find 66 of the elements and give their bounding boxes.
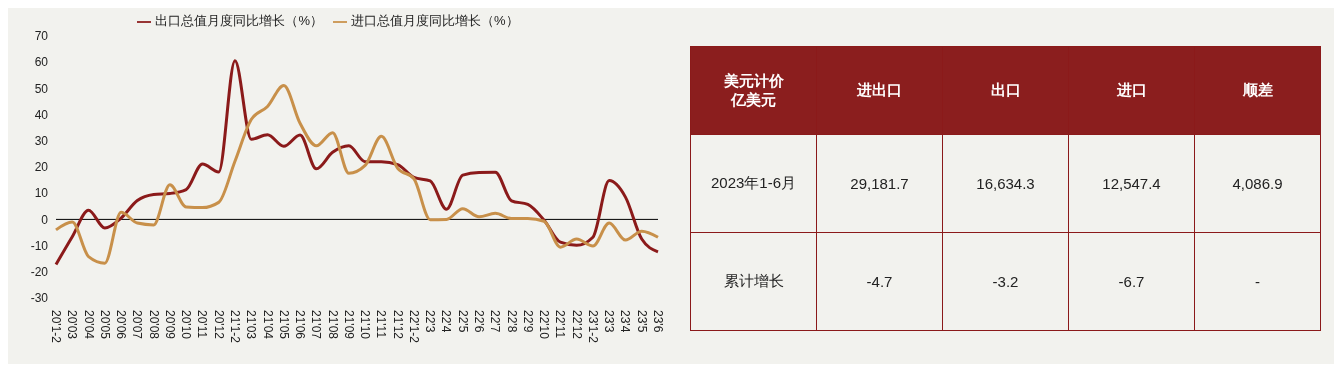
text: -4.7 (866, 273, 893, 290)
y-tick-label: 20 (34, 160, 49, 175)
text: -6.7 (1118, 273, 1145, 290)
x-tick-label: 20'1-2 (49, 310, 63, 344)
x-tick-label: 21'05 (276, 310, 291, 340)
y-tick-label: 50 (34, 81, 49, 96)
category-label: 顺差 (1241, 81, 1274, 100)
y-tick-label: 10 (34, 186, 49, 201)
x-tick-label: 21'11 (374, 310, 389, 339)
x-tick-label: 21'04 (260, 310, 275, 340)
category-label: 累计增长 (723, 272, 784, 289)
x-tick-label: 20'08 (146, 310, 161, 340)
x-tick-label: 21'10 (358, 310, 373, 340)
text: 4,086.9 (1232, 175, 1283, 192)
text: -3.2 (992, 273, 1019, 290)
text: 29,181.7 (850, 175, 909, 192)
x-tick-label: 23'1-2 (585, 310, 600, 344)
x-tick-label: 22'12 (569, 310, 584, 340)
category-label: 2023年1-6月 (710, 174, 797, 191)
x-tick-label: 21'12 (390, 310, 405, 340)
category-label: 进口 (1115, 81, 1148, 100)
x-tick-label: 21'1-2 (227, 310, 242, 344)
x-tick-label: 21'08 (325, 310, 340, 340)
text: 12,547.4 (1102, 175, 1161, 192)
x-tick-label: 22'1-2 (406, 310, 421, 344)
x-tick-label: 20'03 (65, 310, 80, 340)
category-label: 进出口 (856, 81, 903, 100)
x-tick-label: 23'5 (634, 310, 649, 333)
x-tick-label: 22'3 (423, 310, 438, 333)
x-tick-label: 20'07 (130, 310, 145, 340)
x-tick-label: 20'05 (97, 310, 112, 340)
x-tick-label: 20'10 (179, 310, 194, 340)
x-tick-label: 20'12 (211, 310, 226, 340)
x-tick-label: 23'4 (618, 310, 633, 333)
text: - (1255, 273, 1260, 290)
x-tick-label: 22'9 (520, 310, 535, 333)
x-tick-label: 22'11 (553, 310, 568, 339)
category-label: 美元计价亿美元 (722, 71, 785, 110)
x-tick-label: 21'03 (244, 310, 259, 340)
y-tick-label: 40 (34, 107, 49, 122)
x-tick-label: 20'04 (81, 310, 96, 340)
y-tick-label: 70 (34, 29, 49, 44)
category-label: 出口 (989, 81, 1022, 100)
y-tick-label: 0 (41, 212, 49, 227)
x-tick-label: 22'5 (455, 310, 470, 333)
x-tick-label: 22'4 (439, 310, 454, 333)
y-tick-label: 30 (34, 134, 49, 149)
x-tick-label: 20'11 (195, 310, 210, 339)
y-tick-label: 60 (34, 55, 49, 70)
x-tick-label: 22'10 (537, 310, 552, 340)
y-tick-label: -20 (30, 265, 49, 280)
x-tick-label: 23'6 (651, 310, 665, 333)
x-tick-label: 21'09 (341, 310, 356, 340)
x-tick-label: 23'3 (602, 310, 617, 333)
y-tick-label: -10 (30, 238, 49, 253)
legend-label: 进口总值月度同比增长（%） (351, 13, 519, 28)
x-tick-label: 22'6 (472, 310, 487, 333)
x-tick-label: 22'7 (488, 310, 503, 333)
x-tick-label: 21'06 (293, 310, 308, 340)
text: 16,634.3 (976, 175, 1035, 192)
x-tick-label: 20'09 (162, 310, 177, 340)
y-tick-label: -30 (30, 291, 49, 306)
x-tick-label: 21'07 (309, 310, 324, 340)
legend-label: 出口总值月度同比增长（%） (155, 13, 323, 28)
x-tick-label: 20'06 (114, 310, 129, 340)
x-tick-label: 22'8 (504, 310, 519, 333)
